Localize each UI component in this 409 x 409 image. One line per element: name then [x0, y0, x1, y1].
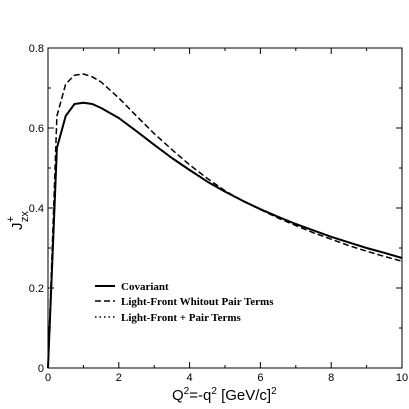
- y-tick-label: 0.6: [29, 123, 44, 135]
- legend-label-light-front-pair-terms: Light-Front + Pair Terms: [121, 312, 242, 324]
- x-tick-label: 4: [187, 372, 193, 384]
- x-tick-label: 8: [328, 372, 334, 384]
- y-tick-label: 0.8: [29, 43, 44, 55]
- x-tick-label: 0: [45, 372, 51, 384]
- series-lines: [47, 73, 403, 369]
- x-axis-label: Q2=-q2 [GeV/c]2: [172, 386, 277, 404]
- y-tick-label: 0.2: [29, 283, 44, 295]
- legend: Covariant Light-Front Whitout Pair Terms…: [95, 281, 274, 324]
- series-light-front-pair-terms: [47, 102, 403, 369]
- x-tick-label: 10: [396, 372, 408, 384]
- legend-label-covariant: Covariant: [121, 281, 169, 293]
- series-covariant: [47, 101, 403, 369]
- axis-tick-labels: 0 2 4 6 8 10 0 0.2 0.4 0.6 0.8: [29, 43, 408, 384]
- y-axis-label: J+ zx: [5, 211, 31, 230]
- x-tick-label: 6: [257, 372, 263, 384]
- axis-ticks: [47, 47, 403, 369]
- y-tick-label: 0.4: [29, 203, 44, 215]
- legend-label-light-front-without-pair-terms: Light-Front Whitout Pair Terms: [121, 296, 274, 308]
- svg-text:J+zx: J+ zx: [5, 211, 31, 230]
- y-tick-label: 0: [38, 363, 44, 375]
- x-tick-label: 2: [116, 372, 122, 384]
